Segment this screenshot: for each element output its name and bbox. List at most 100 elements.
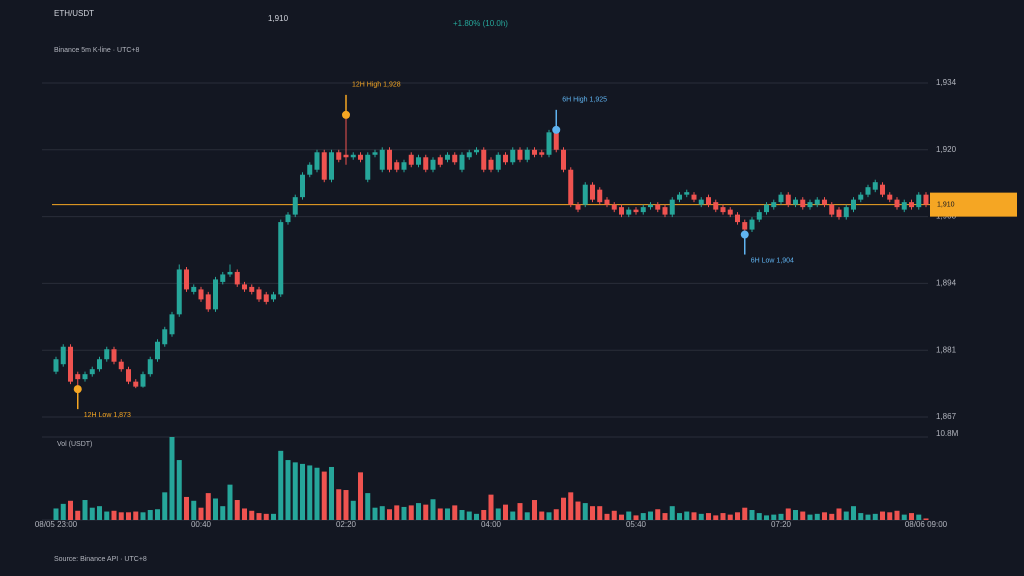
volume-bar [365, 493, 371, 520]
annotation-marker [740, 230, 749, 239]
volume-bar [314, 467, 320, 520]
volume-bar [517, 503, 523, 520]
candle-body [97, 359, 102, 370]
x-tick-label: 08/05 23:00 [35, 520, 78, 529]
volume-bar [814, 513, 820, 520]
volume-bar [793, 510, 798, 520]
chart-subtitle: Binance 5m K-line · UTC+8 [54, 47, 140, 54]
volume-bar [350, 500, 356, 520]
volume-bar [408, 505, 414, 520]
x-tick-label: 02:20 [336, 520, 357, 529]
candle-body [662, 207, 668, 215]
volume-bar [176, 460, 182, 520]
volume-bar [822, 512, 827, 520]
candle-body [836, 209, 842, 218]
volume-bar [430, 499, 436, 520]
candle-body [887, 194, 893, 200]
candle-body [118, 361, 124, 370]
price-change: +1.80% (10.0h) [453, 19, 508, 28]
candle-body [742, 222, 748, 230]
candle-body [416, 157, 421, 165]
volume-bar [336, 489, 342, 520]
volume-bar [466, 511, 472, 520]
candle-body [394, 162, 400, 170]
volume-bar [582, 503, 588, 520]
candle-body [901, 202, 907, 210]
candle-body [459, 154, 465, 170]
candle-body [575, 204, 581, 210]
volume-bar [60, 503, 66, 520]
candle-body [677, 194, 682, 200]
volume-tick-label: 10.8M [936, 429, 959, 438]
candle-body [350, 154, 356, 158]
volume-bar [568, 492, 574, 520]
volume-bar [510, 511, 516, 520]
candle-body [176, 269, 182, 315]
volume-bar [321, 471, 327, 520]
volume-bar [742, 507, 748, 520]
candle-body [336, 152, 342, 160]
volume-bar [89, 507, 95, 520]
volume-bar [111, 510, 117, 520]
volume-bar [764, 515, 769, 520]
candle-body [213, 279, 218, 310]
candle-body [524, 149, 530, 160]
candle-body [147, 359, 153, 375]
candle-body [909, 202, 914, 208]
candle-body [713, 202, 719, 210]
volume-label: Vol (USDT) [57, 441, 92, 448]
candle-body [756, 212, 762, 220]
candle-body [184, 269, 189, 290]
volume-bar [713, 515, 719, 520]
volume-bar [524, 512, 530, 520]
volume-bar [169, 437, 175, 520]
candle-body [423, 157, 429, 170]
volume-bar [727, 514, 733, 520]
volume-bar [901, 514, 907, 520]
volume-bar [452, 505, 458, 520]
candle-body [387, 149, 392, 170]
volume-bar [242, 508, 247, 520]
candle-body [546, 132, 552, 155]
volume-bar [749, 510, 755, 520]
candle-body [829, 204, 835, 215]
candle-body [633, 209, 639, 213]
volume-bar [162, 492, 168, 520]
volume-bar [590, 506, 595, 520]
candle-body [590, 184, 595, 200]
x-tick-label: 04:00 [481, 520, 502, 529]
volume-bar [771, 514, 777, 520]
y-tick-label: 1,894 [936, 279, 957, 288]
candle-body [321, 152, 327, 180]
candle-body [872, 182, 878, 190]
candle-body [488, 159, 494, 170]
candle-body [68, 346, 73, 382]
volume-bar [800, 511, 806, 520]
volume-bar [785, 508, 791, 520]
candle-body [720, 207, 726, 213]
volume-bar [343, 490, 349, 520]
candle-body [263, 294, 269, 302]
volume-bar [909, 513, 914, 520]
candle-body [539, 152, 545, 155]
volume-bar [575, 501, 581, 520]
candle-body [778, 194, 784, 203]
candle-body [916, 194, 922, 208]
volume-bar [611, 510, 617, 520]
volume-bar [372, 507, 378, 520]
volume-bar [133, 511, 139, 520]
volume-bar [836, 508, 842, 520]
candle-body [568, 169, 574, 205]
candle-body [249, 286, 255, 292]
volume-bar [118, 512, 124, 520]
volume-bar [278, 450, 284, 520]
volume-bar [285, 460, 291, 520]
candle-body [894, 199, 900, 208]
volume-bar [684, 511, 690, 520]
candle-body [597, 189, 603, 203]
candle-body [227, 271, 233, 275]
candle-body [865, 187, 871, 195]
volume-bar [916, 514, 922, 520]
volume-bar [184, 496, 189, 520]
